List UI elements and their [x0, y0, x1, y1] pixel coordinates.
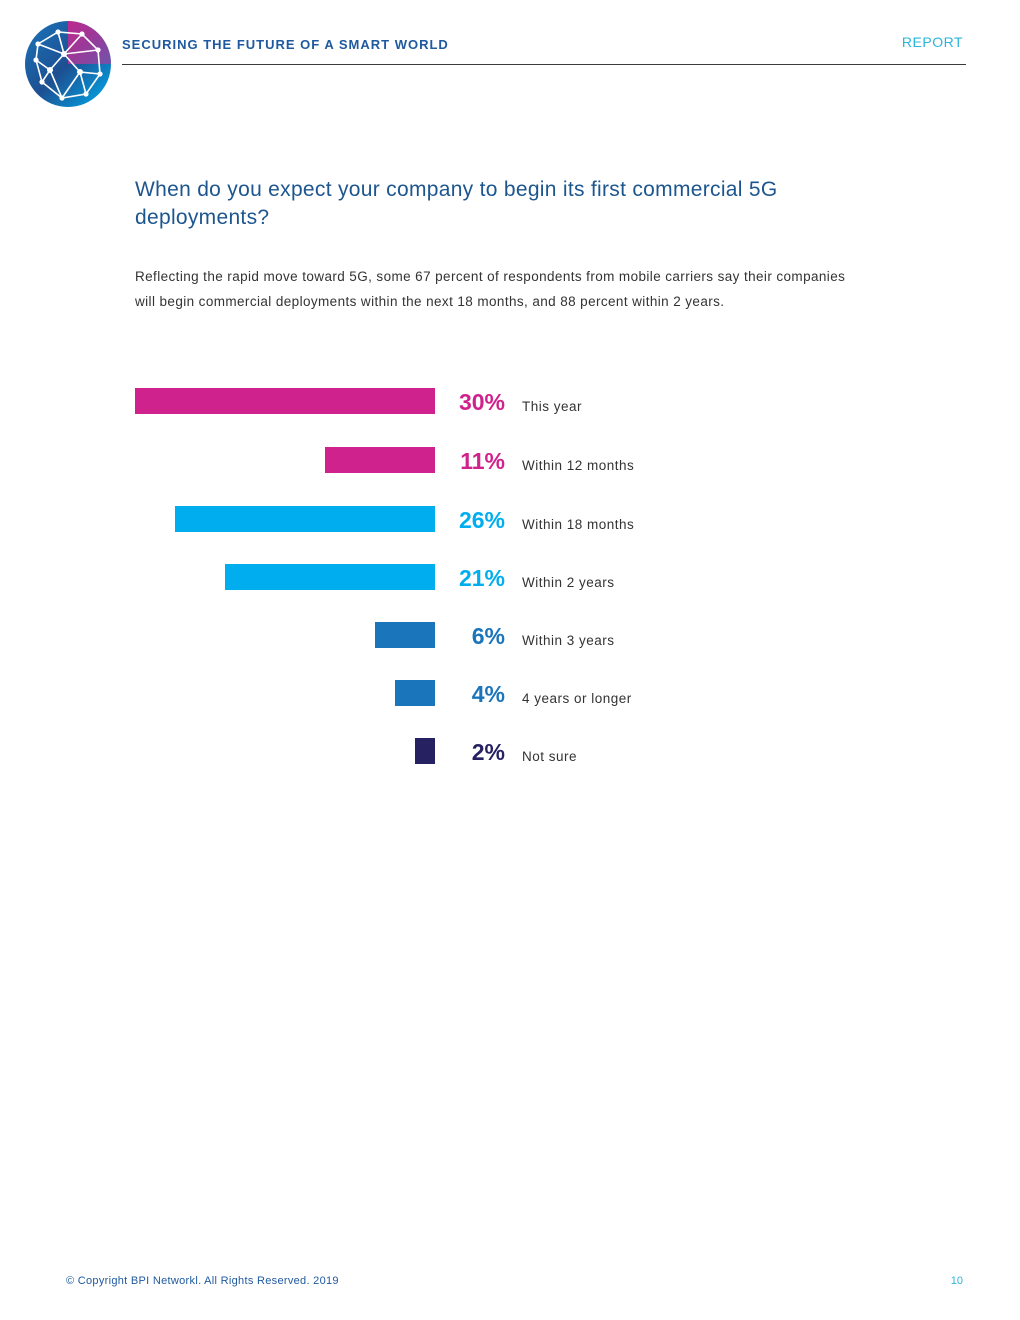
category-label-within-12-months: Within 12 months	[522, 458, 634, 473]
category-label-within-2-years: Within 2 years	[522, 575, 615, 590]
chart-question-title: When do you expect your company to begin…	[135, 178, 778, 229]
footer-page-number: 10	[950, 1275, 963, 1287]
value-label-within-12-months: 11%	[460, 448, 505, 474]
bar-this-year	[135, 388, 435, 414]
value-label-within-18-months: 26%	[459, 507, 505, 533]
deployment-timing-bar-chart: 30% This year 11% Within 12 months 26% Within…	[135, 388, 634, 765]
value-label-within-3-years: 6%	[472, 623, 505, 649]
bar-within-2-years	[225, 564, 435, 590]
category-label-within-3-years: Within 3 years	[522, 633, 615, 648]
header-report-tag: REPORT	[901, 34, 963, 50]
value-label-4-years-or-longer: 4%	[472, 681, 505, 707]
bar-4-years-or-longer	[395, 680, 435, 706]
header-divider	[122, 64, 966, 65]
bar-not-sure	[415, 738, 435, 764]
footer-copyright: © Copyright BPI Networkl. All Rights Res…	[66, 1275, 339, 1287]
value-label-within-2-years: 21%	[459, 565, 505, 591]
header-title: SECURING THE FUTURE OF A SMART WORLD	[122, 37, 449, 52]
category-label-within-18-months: Within 18 months	[522, 517, 634, 532]
bar-within-3-years	[375, 622, 435, 648]
globe-network-logo-icon	[24, 20, 112, 108]
bar-within-18-months	[175, 506, 435, 532]
value-label-this-year: 30%	[459, 389, 505, 415]
category-label-not-sure: Not sure	[522, 749, 577, 764]
value-label-not-sure: 2%	[472, 739, 505, 765]
category-label-4-years-or-longer: 4 years or longer	[522, 691, 632, 706]
category-label-this-year: This year	[522, 399, 582, 414]
chart-intro-paragraph: Reflecting the rapid move toward 5G, som…	[135, 269, 846, 309]
bar-within-12-months	[325, 447, 435, 473]
